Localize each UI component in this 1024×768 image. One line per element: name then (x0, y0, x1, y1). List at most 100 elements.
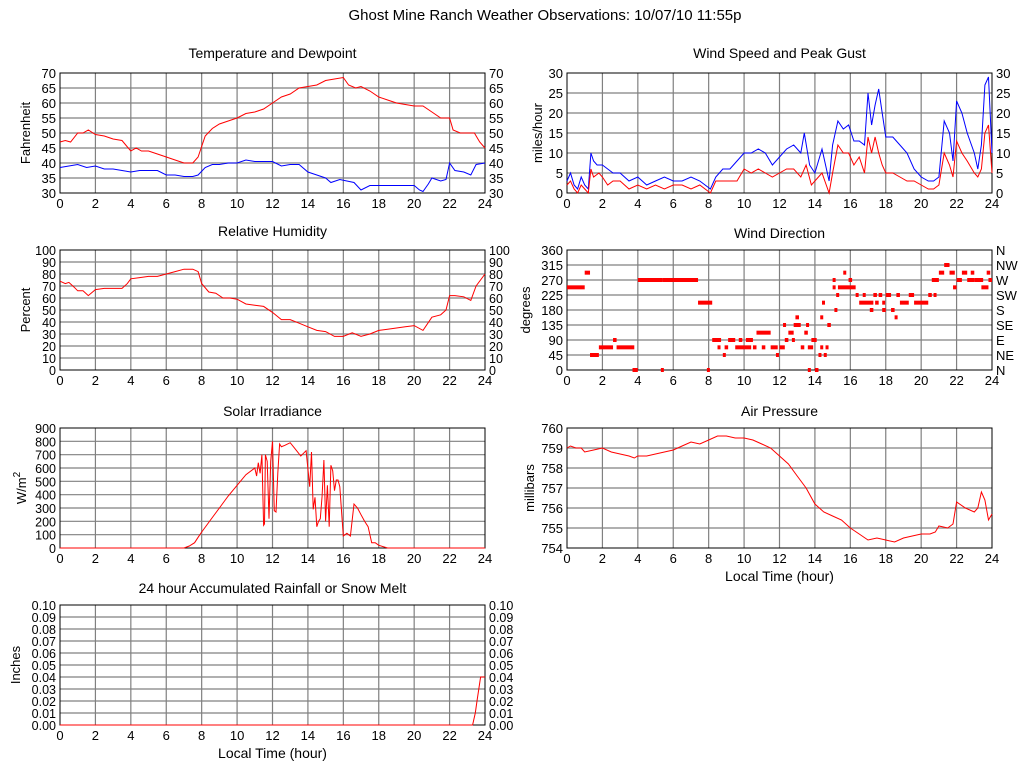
y-tick-label-right: NW (996, 258, 1018, 273)
y-tick-label: 100 (35, 244, 56, 258)
x-tick-label: 24 (985, 196, 999, 211)
y-tick-label-right: 55 (489, 111, 503, 126)
x-tick-label: 24 (985, 551, 999, 566)
x-tick-label: 20 (407, 373, 421, 388)
wind-direction-mark (712, 338, 722, 342)
x-tick-label: 8 (705, 196, 712, 211)
wind-direction-mark (738, 338, 743, 342)
y-tick-label: 500 (35, 475, 56, 489)
wind-direction-mark (811, 338, 817, 342)
y-tick-label: 90 (42, 256, 56, 270)
x-tick-label: 4 (127, 551, 134, 566)
x-tick-label: 4 (634, 196, 641, 211)
y-tick-label-right: 50 (489, 304, 503, 318)
y-tick-label: 700 (35, 449, 56, 463)
y-tick-label: 0 (556, 186, 563, 201)
x-tick-label: 22 (949, 373, 963, 388)
wind-direction-mark (914, 300, 929, 305)
x-tick-label: 2 (599, 196, 606, 211)
y-tick-label: 30 (549, 66, 563, 81)
x-tick-label: 0 (56, 373, 63, 388)
y-tick-label-right: 0.06 (489, 647, 513, 661)
y-tick-label-right: 0.03 (489, 683, 513, 697)
wind-direction-mark (728, 338, 736, 342)
y-tick-label-right: 50 (489, 126, 503, 141)
x-tick-label: 8 (198, 728, 205, 743)
x-tick-label: 2 (599, 373, 606, 388)
wind-direction-mark (862, 293, 866, 297)
y-tick-label: 0.01 (32, 707, 56, 721)
x-tick-label: 18 (879, 551, 893, 566)
wind-direction-mark (988, 278, 992, 282)
y-tick-label-right: 45 (489, 141, 503, 156)
wind-direction-mark (793, 323, 801, 327)
x-tick-label: 22 (442, 551, 456, 566)
wind-direction-mark (986, 270, 991, 275)
wind-direction-mark (836, 293, 840, 297)
y-tick-label: 70 (42, 66, 56, 81)
y-tick-label: 80 (42, 268, 56, 282)
series-line-relative-humidity (59, 268, 486, 337)
x-tick-label: 10 (230, 373, 244, 388)
y-tick-label: 0 (49, 364, 56, 378)
x-tick-label: 8 (705, 373, 712, 388)
x-axis-label: Local Time (hour) (218, 745, 327, 761)
x-tick-label: 0 (563, 551, 570, 566)
y-tick-label-right: 30 (489, 328, 503, 342)
wind-direction-mark (567, 285, 585, 290)
chart-rainfall: 24 hour Accumulated Rainfall or Snow Mel… (8, 580, 513, 761)
x-tick-label: 12 (265, 196, 279, 211)
x-tick-label: 0 (563, 373, 570, 388)
x-tick-label: 6 (163, 551, 170, 566)
y-tick-label: 0.05 (32, 659, 56, 673)
x-tick-label: 6 (163, 196, 170, 211)
x-tick-label: 14 (301, 373, 315, 388)
y-tick-label: 90 (549, 333, 563, 348)
x-axis-label: Local Time (hour) (725, 568, 834, 584)
wind-direction-mark (938, 270, 945, 275)
series-line-rainfall (60, 676, 485, 726)
plot-frame (566, 427, 993, 549)
y-tick-label: 270 (541, 273, 563, 288)
y-axis-label: miles/hour (530, 102, 545, 163)
x-tick-label: 24 (478, 551, 492, 566)
series-line-wind-speed (566, 124, 993, 195)
y-tick-label: 100 (35, 529, 56, 543)
y-tick-label: 55 (42, 111, 56, 126)
y-tick-label-right: 35 (489, 171, 503, 186)
y-tick-label: 225 (541, 288, 563, 303)
x-tick-label: 10 (230, 196, 244, 211)
y-tick-label: 45 (549, 348, 563, 363)
y-tick-label-right: 100 (489, 244, 510, 258)
y-tick-label: 0.07 (32, 635, 56, 649)
chart-title: Relative Humidity (218, 223, 327, 239)
x-tick-label: 10 (737, 196, 751, 211)
x-tick-label: 4 (634, 373, 641, 388)
wind-direction-mark (662, 278, 699, 282)
chart-title: Wind Speed and Peak Gust (693, 45, 866, 61)
wind-direction-mark (779, 345, 785, 350)
y-tick-label: 40 (42, 316, 56, 330)
y-tick-label: 760 (541, 421, 563, 436)
y-tick-label-right: S (996, 303, 1005, 318)
wind-direction-mark (590, 353, 599, 357)
series-line-air-pressure (566, 435, 993, 543)
y-tick-label: 60 (42, 96, 56, 111)
wind-direction-mark (894, 315, 898, 320)
wind-direction-mark (899, 300, 909, 305)
wind-direction-mark (784, 338, 789, 342)
x-tick-label: 4 (634, 551, 641, 566)
wind-direction-mark (864, 300, 874, 305)
wind-direction-mark (791, 338, 795, 342)
y-tick-label: 315 (541, 258, 563, 273)
x-tick-label: 12 (772, 373, 786, 388)
x-tick-label: 14 (808, 551, 822, 566)
wind-direction-mark (822, 300, 825, 305)
wind-direction-mark (770, 345, 778, 350)
series-line-solar-irradiance (60, 441, 485, 549)
x-tick-label: 14 (301, 728, 315, 743)
y-tick-label: 0 (556, 363, 563, 378)
plot-frame (566, 72, 993, 194)
